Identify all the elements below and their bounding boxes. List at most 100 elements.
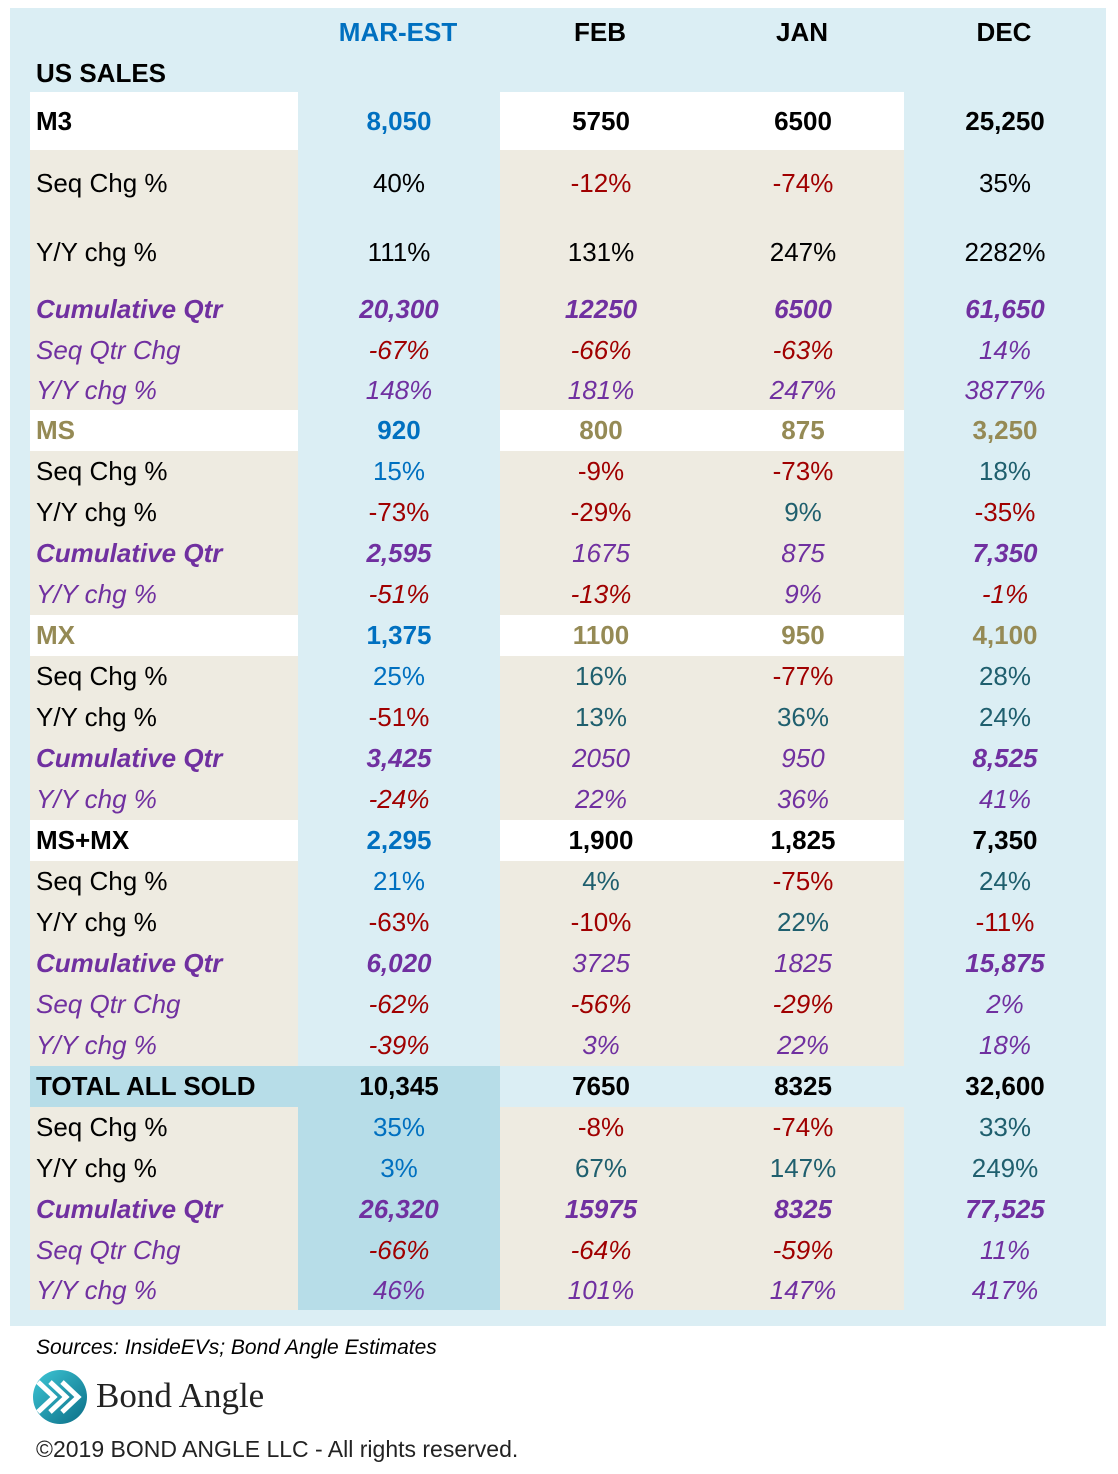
table-title: US SALES (36, 58, 167, 88)
table-cell: 32,600 (904, 1066, 1106, 1107)
table-cell: -77% (702, 656, 904, 697)
column-header-feb: FEB (574, 17, 626, 47)
table-cell: 950 (702, 615, 904, 656)
table-cell: 4,100 (904, 615, 1106, 656)
table-cell: 61,650 (904, 288, 1106, 330)
table-cell: -66% (500, 330, 702, 371)
table-cell: -51% (298, 697, 500, 738)
table-cell: 4% (500, 861, 702, 902)
row-label: Y/Y chg % (30, 371, 298, 410)
table-cell: 7,350 (904, 820, 1106, 861)
table-cell: 3% (500, 1025, 702, 1066)
row-label: Y/Y chg % (30, 492, 298, 533)
row-label: Y/Y chg % (30, 216, 298, 288)
table-cell: 2,295 (298, 820, 500, 861)
table-cell: 41% (904, 779, 1106, 820)
row-label: Seq Qtr Chg (30, 330, 298, 371)
table-cell: 22% (702, 902, 904, 943)
row-label: MX (30, 615, 298, 656)
table-cell: -63% (298, 902, 500, 943)
table-cell: -39% (298, 1025, 500, 1066)
table-cell: 2% (904, 984, 1106, 1025)
table-cell: 11% (904, 1230, 1106, 1271)
table-cell: 24% (904, 861, 1106, 902)
table-cell: 14% (904, 330, 1106, 371)
column-header-mar-est: MAR-EST (338, 17, 458, 47)
table-cell: 10,345 (298, 1066, 500, 1107)
table-cell: 67% (500, 1148, 702, 1189)
table-cell: 8325 (702, 1066, 904, 1107)
row-label: Y/Y chg % (30, 1271, 298, 1310)
row-label: Cumulative Qtr (30, 288, 298, 330)
row-label: Seq Chg % (30, 150, 298, 216)
table-cell: 3725 (500, 943, 702, 984)
table-cell: -62% (298, 984, 500, 1025)
table-cell: 3,425 (298, 738, 500, 779)
table-cell: -51% (298, 574, 500, 615)
table-cell: -59% (702, 1230, 904, 1271)
table-cell: 22% (702, 1025, 904, 1066)
table-cell: 1100 (500, 615, 702, 656)
table-cell: 7650 (500, 1066, 702, 1107)
row-label: Seq Qtr Chg (30, 1230, 298, 1271)
logo-wordmark: Bond Angle (96, 1376, 265, 1415)
table-cell: 1,900 (500, 820, 702, 861)
row-label: Y/Y chg % (30, 1025, 298, 1066)
table-cell: 920 (298, 410, 500, 451)
table-cell: 101% (500, 1271, 702, 1310)
table-cell: 35% (298, 1107, 500, 1148)
table-cell: 40% (298, 150, 500, 216)
table-cell: 950 (702, 738, 904, 779)
table-cell: -9% (500, 451, 702, 492)
table-cell: 36% (702, 697, 904, 738)
table-cell: 77,525 (904, 1189, 1106, 1230)
table-cell: -75% (702, 861, 904, 902)
table-cell: -10% (500, 902, 702, 943)
table-cell: 25,250 (904, 92, 1106, 150)
table-cell: 36% (702, 779, 904, 820)
table-cell: 28% (904, 656, 1106, 697)
table-cell: 16% (500, 656, 702, 697)
table-cell: -11% (904, 902, 1106, 943)
table-cell: 8,050 (298, 92, 500, 150)
row-label: Cumulative Qtr (30, 533, 298, 574)
table-cell: 12250 (500, 288, 702, 330)
table-cell: 1,825 (702, 820, 904, 861)
table-cell: 1675 (500, 533, 702, 574)
column-header-dec: DEC (976, 17, 1032, 47)
row-label: Y/Y chg % (30, 1148, 298, 1189)
table-cell: -64% (500, 1230, 702, 1271)
table-cell: 7,350 (904, 533, 1106, 574)
table-cell: 147% (702, 1148, 904, 1189)
copyright-notice: ©2019 BOND ANGLE LLC - All rights reserv… (36, 1436, 519, 1462)
row-label: Y/Y chg % (30, 574, 298, 615)
table-cell: 249% (904, 1148, 1106, 1189)
table-cell: 46% (298, 1271, 500, 1310)
table-cell: 3877% (904, 371, 1106, 410)
row-label: MS+MX (30, 820, 298, 861)
table-cell: -24% (298, 779, 500, 820)
row-label: TOTAL ALL SOLD (30, 1066, 298, 1107)
bond-angle-logo-icon (33, 1370, 87, 1424)
table-cell: -73% (702, 451, 904, 492)
table-cell: 35% (904, 150, 1106, 216)
table-cell: -35% (904, 492, 1106, 533)
row-label: Cumulative Qtr (30, 1189, 298, 1230)
table-cell: -74% (702, 1107, 904, 1148)
table-cell: 5750 (500, 92, 702, 150)
table-cell: 247% (702, 216, 904, 288)
table-cell: -66% (298, 1230, 500, 1271)
row-label: MS (30, 410, 298, 451)
table-cell: 247% (702, 371, 904, 410)
table-cell: 22% (500, 779, 702, 820)
table-cell: 13% (500, 697, 702, 738)
table-cell: 6500 (702, 92, 904, 150)
row-label: Y/Y chg % (30, 779, 298, 820)
table-cell: 26,320 (298, 1189, 500, 1230)
row-label: Cumulative Qtr (30, 943, 298, 984)
table-cell: -12% (500, 150, 702, 216)
table-cell: 2282% (904, 216, 1106, 288)
table-cell: 875 (702, 533, 904, 574)
row-label: Seq Chg % (30, 1107, 298, 1148)
table-cell: 18% (904, 1025, 1106, 1066)
